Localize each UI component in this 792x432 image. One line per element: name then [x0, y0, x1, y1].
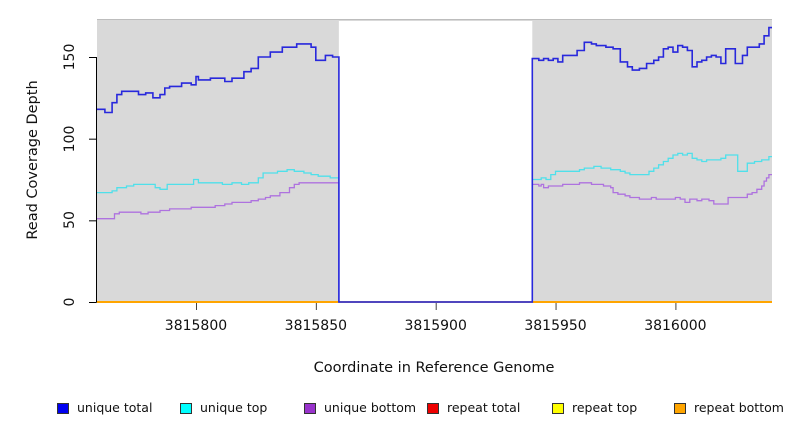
y-axis-title: Read Coverage Depth — [25, 80, 41, 240]
x-tick-label: 3816000 — [644, 318, 707, 334]
x-tick-label: 3815900 — [404, 318, 467, 334]
x-tick-label: 3815800 — [164, 318, 228, 334]
y-tick-label: 0 — [62, 297, 78, 307]
series-unique-top — [97, 152, 772, 303]
x-tick-label: 3815850 — [284, 318, 348, 334]
y-tick-label: 50 — [62, 211, 78, 230]
series-unique-total — [97, 26, 772, 303]
gap-region — [338, 21, 533, 302]
series-unique-bottom — [97, 173, 772, 303]
y-tick-label: 100 — [62, 125, 78, 153]
x-axis-title: Coordinate in Reference Genome — [313, 360, 555, 376]
y-tick-label: 150 — [62, 43, 78, 71]
x-tick-label: 3815950 — [524, 318, 587, 334]
